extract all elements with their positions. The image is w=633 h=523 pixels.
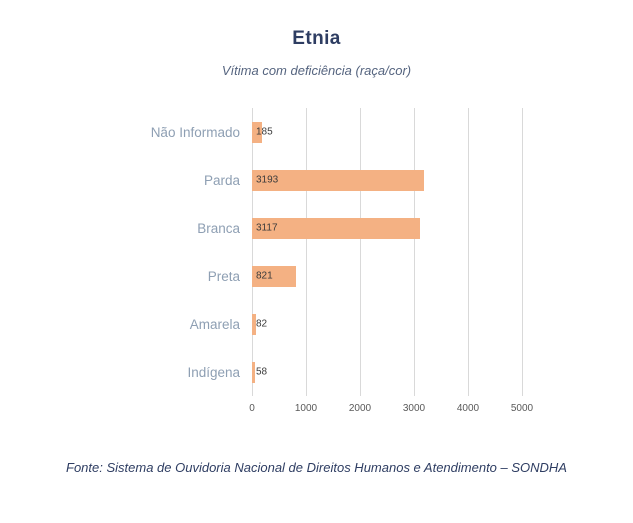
bar	[252, 313, 257, 335]
x-tick-label: 4000	[456, 403, 480, 414]
x-tick-label: 0	[249, 403, 255, 414]
chart-row: Não Informado 185	[100, 108, 530, 156]
category-label: Não Informado	[150, 124, 240, 140]
bar	[252, 217, 421, 239]
gridline	[252, 108, 253, 396]
bar-area: 185	[252, 108, 522, 156]
chart-row: Preta 821	[100, 252, 530, 300]
category-label: Branca	[197, 220, 240, 236]
x-tick-label: 1000	[294, 403, 318, 414]
bar	[252, 361, 256, 383]
x-tick-label: 3000	[402, 403, 426, 414]
value-label: 58	[256, 366, 268, 378]
horizontal-bar-chart: Não Informado 185 Parda 3193 Branca 3117 Preta…	[100, 108, 533, 418]
bar-area: 82	[252, 300, 522, 348]
bar	[252, 121, 262, 143]
bar	[252, 169, 425, 191]
value-label: 185	[256, 126, 273, 138]
source-note: Fonte: Sistema de Ouvidoria Nacional de …	[66, 460, 567, 475]
chart-title: Etnia	[292, 28, 341, 49]
bar-area: 58	[252, 348, 522, 396]
category-label: Parda	[203, 172, 240, 188]
bar-area: 3117	[252, 204, 522, 252]
chart-row: Branca 3117	[100, 204, 530, 252]
chart-row: Indígena 58	[100, 348, 530, 396]
gridline	[522, 108, 523, 396]
bar	[252, 265, 297, 287]
category-label: Indígena	[187, 364, 240, 380]
bar-area: 821	[252, 252, 522, 300]
x-tick-label: 5000	[510, 403, 534, 414]
gridline	[468, 108, 469, 396]
gridline	[414, 108, 415, 396]
bar-area: 3193	[252, 156, 522, 204]
value-label: 3193	[256, 174, 279, 186]
chart-rows: Não Informado 185 Parda 3193 Branca 3117 Preta…	[100, 108, 530, 396]
value-label: 821	[256, 270, 273, 282]
x-axis: 0 1000 2000 3000 4000 5000	[249, 396, 533, 418]
chart-subtitle: Vítima com deficiência (raça/cor)	[221, 63, 412, 78]
category-label: Preta	[207, 268, 240, 284]
value-label: 82	[256, 318, 268, 330]
x-tick-label: 2000	[348, 403, 372, 414]
gridlines	[252, 108, 523, 396]
gridline	[360, 108, 361, 396]
chart-row: Amarela 82	[100, 300, 530, 348]
value-label: 3117	[256, 222, 278, 234]
gridline	[306, 108, 307, 396]
category-label: Amarela	[189, 316, 240, 332]
chart-row: Parda 3193	[100, 156, 530, 204]
